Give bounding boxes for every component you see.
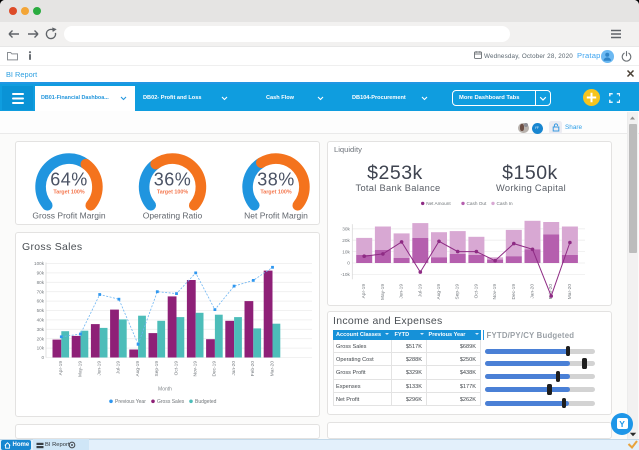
svg-text:Target 100%: Target 100% [260,189,292,195]
svg-text:0: 0 [347,260,350,265]
svg-text:Dec-19: Dec-19 [212,361,218,377]
svg-text:40k: 40k [37,318,45,323]
svg-text:Sep-19: Sep-19 [154,361,160,377]
svg-text:0: 0 [41,355,44,360]
svg-text:Sep-19: Sep-19 [455,283,461,299]
svg-text:Net Amount: Net Amount [426,201,451,206]
svg-text:Jun-19: Jun-19 [97,361,103,376]
svg-text:Jul-19: Jul-19 [116,361,122,374]
svg-text:Nov-19: Nov-19 [492,283,498,299]
svg-text:30k: 30k [37,327,45,332]
svg-text:30k: 30k [342,226,350,231]
svg-text:Budgeted: Budgeted [195,399,217,405]
svg-text:Feb-20: Feb-20 [548,283,554,299]
svg-text:64%: 64% [50,169,88,189]
svg-text:Gross Sales: Gross Sales [22,241,83,253]
svg-text:Mar-20: Mar-20 [269,361,275,377]
svg-text:$253k: $253k [367,162,423,184]
svg-text:Jan-20: Jan-20 [530,283,536,298]
svg-text:Liquidity: Liquidity [334,145,362,154]
svg-text:Gross Profit Margin: Gross Profit Margin [32,210,105,220]
svg-text:10k: 10k [342,249,350,254]
svg-text:Gross Sales: Gross Sales [157,399,185,405]
svg-text:90k: 90k [37,271,45,276]
svg-text:Jun-19: Jun-19 [399,283,405,298]
svg-text:50k: 50k [37,308,45,313]
svg-text:Cash Out: Cash Out [467,201,487,206]
svg-text:Mar-20: Mar-20 [567,283,573,299]
svg-text:Aug-19: Aug-19 [135,361,141,377]
svg-text:Nov-19: Nov-19 [193,361,199,377]
svg-text:Previous Year: Previous Year [115,399,146,405]
svg-text:Oct-19: Oct-19 [473,283,479,298]
svg-text:May-19: May-19 [380,283,386,299]
svg-text:Jan-20: Jan-20 [231,361,237,376]
svg-text:70k: 70k [37,289,45,294]
svg-text:Target 100%: Target 100% [53,189,85,195]
svg-text:May-19: May-19 [77,361,83,377]
svg-text:Cash In: Cash In [497,201,514,206]
svg-text:38%: 38% [257,169,295,189]
svg-text:10k: 10k [37,346,45,351]
svg-text:Jul-19: Jul-19 [417,283,423,296]
svg-text:Feb-20: Feb-20 [250,361,256,377]
svg-text:20k: 20k [37,336,45,341]
svg-text:Total Bank Balance: Total Bank Balance [356,183,441,193]
svg-text:$150k: $150k [502,162,558,184]
svg-text:Dec-19: Dec-19 [511,283,517,299]
svg-text:Oct-19: Oct-19 [173,361,179,376]
svg-text:Working Capital: Working Capital [496,183,566,193]
svg-text:20k: 20k [342,237,350,242]
svg-text:Apr-19: Apr-19 [58,361,64,376]
svg-text:Operating Ratio: Operating Ratio [143,210,203,220]
svg-text:-10k: -10k [341,272,351,277]
svg-text:Target 100%: Target 100% [157,189,189,195]
svg-text:Month: Month [158,387,172,393]
svg-text:80k: 80k [37,280,45,285]
svg-text:36%: 36% [154,169,192,189]
svg-text:Apr-19: Apr-19 [361,283,367,298]
svg-text:Net Profit Margin: Net Profit Margin [244,210,308,220]
svg-text:100k: 100k [34,261,45,266]
svg-text:60k: 60k [37,299,45,304]
svg-text:Aug-19: Aug-19 [436,283,442,299]
